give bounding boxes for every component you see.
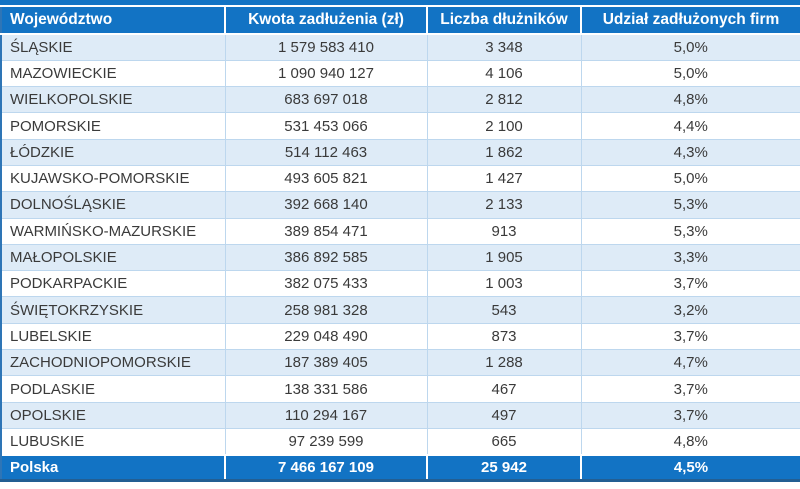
debt-by-voivodeship-table: Województwo Kwota zadłużenia (zł) Liczba… [0,7,800,483]
amount-zl-cell: 1 579 583 410 [224,33,428,61]
share-of-indebted-firms-cell: 4,4% [580,112,800,140]
share-of-indebted-firms-cell: 3,2% [580,296,800,324]
region-cell: PODKARPACKIE [0,270,226,298]
debtors-cell: 467 [426,375,582,403]
table-row: POMORSKIE 531 453 066 2 100 4,4% [0,112,800,140]
region-cell: LUBUSKIE [0,427,226,456]
total-debtors-cell: 25 942 [427,453,582,483]
share-of-indebted-firms-cell: 5,3% [580,191,800,219]
debtors-cell: 665 [426,427,582,456]
total-amount-cell: 7 466 167 109 [225,453,428,483]
footer-row-total: Polska 7 466 167 109 25 942 4,5% [0,453,800,483]
amount-zl-cell: 389 854 471 [224,217,428,245]
table-row: DOLNOŚLĄSKIE 392 668 140 2 133 5,3% [0,191,800,219]
table-header: Województwo Kwota zadłużenia (zł) Liczba… [0,7,800,35]
share-of-indebted-firms-cell: 4,8% [580,86,800,114]
table-row: ZACHODNIOPOMORSKIE 187 389 405 1 288 4,7% [0,349,800,377]
amount-zl-cell: 493 605 821 [224,164,428,193]
column-header-region: Województwo [0,7,226,35]
table-row: LUBUSKIE 97 239 599 665 4,8% [0,427,800,456]
table-footer: Polska 7 466 167 109 25 942 4,5% [0,453,800,483]
share-of-indebted-firms-cell: 3,3% [580,243,800,272]
debtors-cell: 913 [426,217,582,245]
table-row: PODKARPACKIE 382 075 433 1 003 3,7% [0,270,800,298]
region-cell: ZACHODNIOPOMORSKIE [0,349,226,377]
table-row: MAZOWIECKIE 1 090 940 127 4 106 5,0% [0,59,800,88]
header-row: Województwo Kwota zadłużenia (zł) Liczba… [0,7,800,35]
share-of-indebted-firms-cell: 3,7% [580,401,800,429]
region-cell: LUBELSKIE [0,322,226,351]
share-of-indebted-firms-cell: 3,7% [580,322,800,351]
region-cell: WARMIŃSKO-MAZURSKIE [0,217,226,245]
debtors-cell: 2 133 [426,191,582,219]
total-share-cell: 4,5% [581,453,800,483]
amount-zl-cell: 531 453 066 [224,112,428,140]
amount-zl-cell: 1 090 940 127 [224,59,428,88]
debtors-cell: 873 [426,322,582,351]
table-row: KUJAWSKO-POMORSKIE 493 605 821 1 427 5,0% [0,164,800,193]
column-header-amount: Kwota zadłużenia (zł) [225,7,428,35]
debtors-cell: 497 [426,401,582,429]
region-cell: POMORSKIE [0,112,226,140]
share-of-indebted-firms-cell: 3,7% [580,270,800,298]
amount-zl-cell: 382 075 433 [224,270,428,298]
column-header-share: Udział zadłużonych firm [581,7,800,35]
amount-zl-cell: 97 239 599 [224,427,428,456]
total-region-cell: Polska [0,453,226,483]
amount-zl-cell: 229 048 490 [224,322,428,351]
amount-zl-cell: 187 389 405 [224,349,428,377]
table-row: ŁÓDZKIE 514 112 463 1 862 4,3% [0,138,800,166]
share-of-indebted-firms-cell: 3,7% [580,375,800,403]
amount-zl-cell: 386 892 585 [224,243,428,272]
share-of-indebted-firms-cell: 5,0% [580,59,800,88]
table-row: OPOLSKIE 110 294 167 497 3,7% [0,401,800,429]
table-row: LUBELSKIE 229 048 490 873 3,7% [0,322,800,351]
amount-zl-cell: 258 981 328 [224,296,428,324]
amount-zl-cell: 138 331 586 [224,375,428,403]
share-of-indebted-firms-cell: 4,7% [580,349,800,377]
table-row: ŚLĄSKIE 1 579 583 410 3 348 5,0% [0,33,800,61]
debtors-cell: 1 288 [426,349,582,377]
debtors-cell: 1 862 [426,138,582,166]
debtors-cell: 3 348 [426,33,582,61]
debtors-cell: 2 100 [426,112,582,140]
region-cell: KUJAWSKO-POMORSKIE [0,164,226,193]
region-cell: ŚWIĘTOKRZYSKIE [0,296,226,324]
region-cell: MAZOWIECKIE [0,59,226,88]
table-row: MAŁOPOLSKIE 386 892 585 1 905 3,3% [0,243,800,272]
debtors-cell: 543 [426,296,582,324]
region-cell: PODLASKIE [0,375,226,403]
share-of-indebted-firms-cell: 5,3% [580,217,800,245]
amount-zl-cell: 514 112 463 [224,138,428,166]
table-row: WIELKOPOLSKIE 683 697 018 2 812 4,8% [0,86,800,114]
region-cell: OPOLSKIE [0,401,226,429]
table-row: PODLASKIE 138 331 586 467 3,7% [0,375,800,403]
region-cell: DOLNOŚLĄSKIE [0,191,226,219]
debtors-cell: 2 812 [426,86,582,114]
share-of-indebted-firms-cell: 5,0% [580,164,800,193]
top-accent-bar [0,0,800,5]
share-of-indebted-firms-cell: 4,8% [580,427,800,456]
region-cell: ŚLĄSKIE [0,33,226,61]
table-body: ŚLĄSKIE 1 579 583 410 3 348 5,0% MAZOWIECKIE… [0,33,800,456]
debtors-cell: 1 003 [426,270,582,298]
table-row: ŚWIĘTOKRZYSKIE 258 981 328 543 3,2% [0,296,800,324]
amount-zl-cell: 683 697 018 [224,86,428,114]
amount-zl-cell: 110 294 167 [224,401,428,429]
debtors-cell: 1 427 [426,164,582,193]
column-header-debtors: Liczba dłużników [427,7,582,35]
share-of-indebted-firms-cell: 5,0% [580,33,800,61]
debtors-cell: 1 905 [426,243,582,272]
table-row: WARMIŃSKO-MAZURSKIE 389 854 471 913 5,3% [0,217,800,245]
share-of-indebted-firms-cell: 4,3% [580,138,800,166]
region-cell: WIELKOPOLSKIE [0,86,226,114]
region-cell: MAŁOPOLSKIE [0,243,226,272]
debtors-cell: 4 106 [426,59,582,88]
amount-zl-cell: 392 668 140 [224,191,428,219]
region-cell: ŁÓDZKIE [0,138,226,166]
